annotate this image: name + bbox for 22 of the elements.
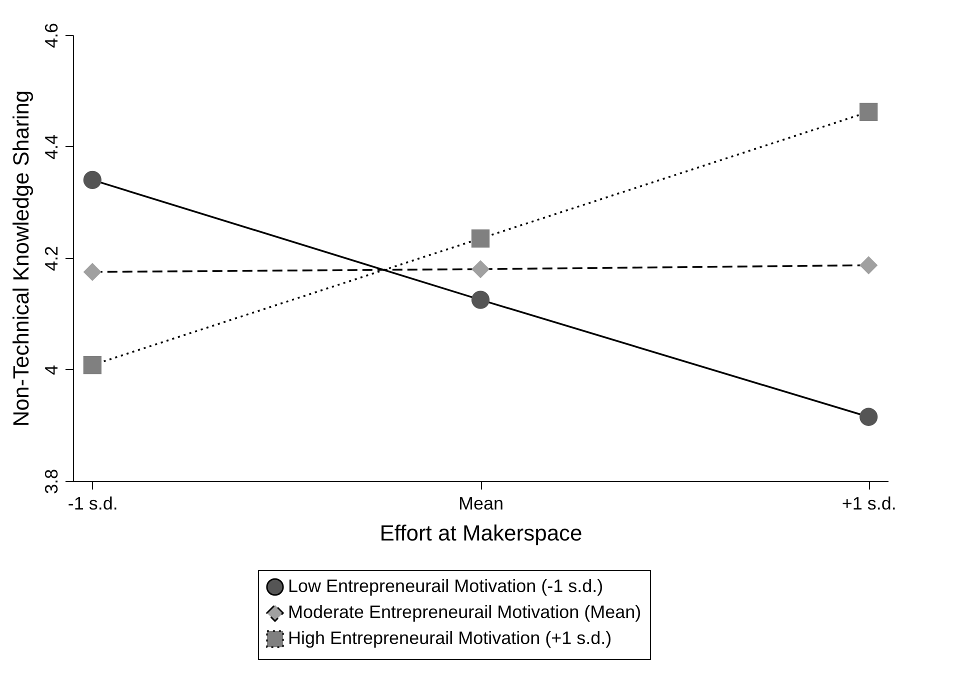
x-axis-title: Effort at Makerspace: [380, 520, 582, 546]
y-tick-label: 4.6: [42, 22, 62, 48]
point: [471, 260, 490, 278]
point: [83, 356, 102, 374]
point: [83, 262, 102, 282]
point: [83, 170, 102, 190]
point: [860, 256, 878, 274]
point: [860, 408, 878, 426]
y-tick-label: 3.8: [42, 468, 62, 494]
x-tick-label: +1 s.d.: [842, 494, 896, 514]
point: [860, 102, 878, 122]
legend-label: High Entrepreneurail Motivation (+1 s.d.): [288, 628, 612, 648]
x-tick-label: Mean: [458, 494, 504, 514]
y-axis-title: Non-Technical Knowledge Sharing: [8, 90, 34, 427]
point: [471, 290, 490, 309]
y-tick-label: 4.4: [42, 134, 62, 160]
legend-label: Moderate Entrepreneurail Motivation (Mean): [288, 602, 642, 622]
legend-label: Low Entrepreneurail Motivation (-1 s.d.): [288, 576, 604, 596]
x-tick-label: -1 s.d.: [68, 494, 118, 514]
y-tick-label: 4.2: [42, 246, 62, 272]
point: [471, 229, 490, 248]
y-tick-label: 4: [42, 364, 62, 376]
